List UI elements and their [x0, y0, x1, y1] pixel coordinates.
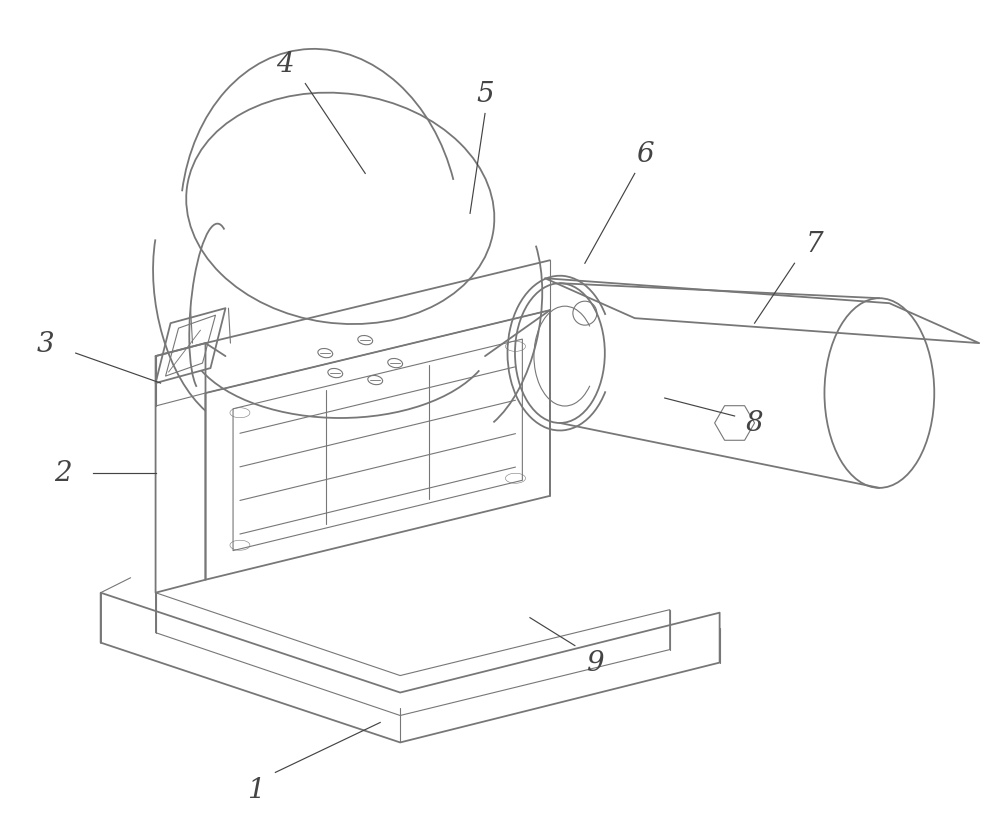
Text: 4: 4 — [277, 51, 294, 78]
Text: 1: 1 — [247, 776, 264, 803]
Text: 6: 6 — [636, 141, 654, 168]
Text: 9: 9 — [586, 649, 604, 676]
Text: 2: 2 — [54, 460, 72, 487]
Text: 7: 7 — [806, 230, 823, 258]
Text: 8: 8 — [746, 410, 763, 437]
Text: 3: 3 — [37, 330, 55, 357]
Text: 5: 5 — [476, 81, 494, 108]
